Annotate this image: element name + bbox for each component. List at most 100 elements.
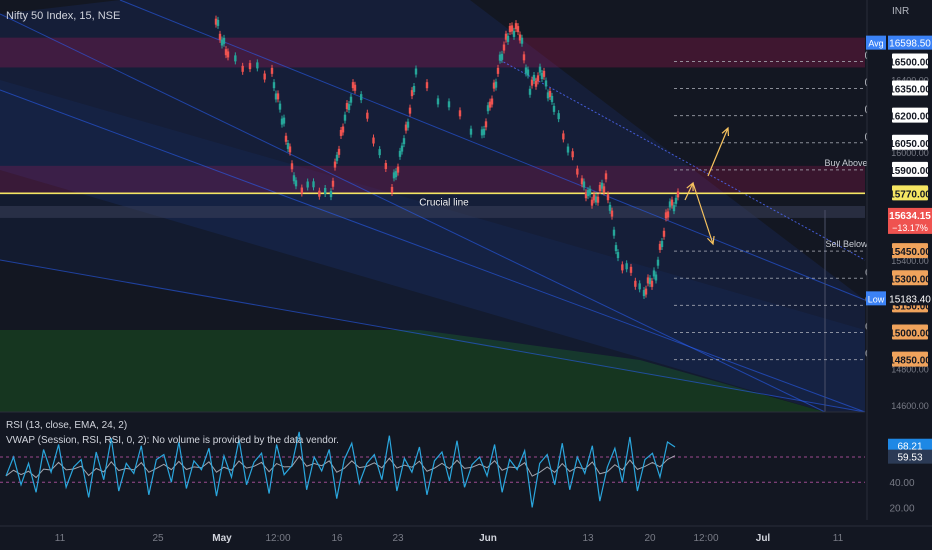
- x-tick-label: 25: [152, 533, 164, 544]
- candle: [410, 90, 414, 97]
- candle: [390, 186, 394, 193]
- candle: [524, 67, 528, 74]
- candle: [414, 68, 418, 75]
- avg-label: Avg: [868, 39, 883, 49]
- median-dotted: [499, 59, 866, 261]
- candle: [621, 264, 624, 271]
- candle: [518, 34, 522, 41]
- candle: [576, 168, 579, 175]
- candle: [214, 18, 218, 25]
- candle: [294, 180, 298, 187]
- arrow-up-2: [707, 127, 729, 177]
- badge-low: 15183.40: [889, 294, 931, 305]
- candle: [602, 186, 606, 193]
- rsi-line: [5, 431, 676, 508]
- arrow-down: [692, 182, 714, 245]
- candle: [532, 74, 536, 81]
- candle: [500, 53, 504, 60]
- candle: [612, 229, 616, 236]
- candle: [510, 25, 514, 32]
- candle: [540, 73, 544, 80]
- channel-fill-lower: [0, 80, 865, 412]
- candle: [676, 191, 680, 198]
- candle: [284, 135, 288, 142]
- candle: [674, 197, 678, 204]
- candle: [522, 54, 526, 61]
- candle: [404, 124, 408, 131]
- candle: [604, 173, 608, 180]
- candle: [526, 69, 530, 76]
- candle: [668, 201, 672, 208]
- green-zone: [0, 330, 825, 412]
- candle: [596, 196, 600, 203]
- x-tick-label: 23: [392, 533, 404, 544]
- candle: [234, 55, 237, 62]
- candle: [548, 90, 552, 97]
- candle: [394, 171, 398, 178]
- badge-16350: 16350.00: [889, 85, 931, 96]
- candle: [276, 93, 280, 100]
- currency-label: INR: [892, 6, 910, 17]
- candle: [504, 33, 508, 40]
- badge-rsi: 68.21: [897, 442, 922, 453]
- candle: [580, 178, 584, 185]
- candle: [280, 118, 284, 125]
- candle: [226, 51, 230, 58]
- candle: [220, 39, 224, 46]
- candle: [345, 103, 349, 110]
- badge-16500-bg: [892, 53, 928, 69]
- badge-change: −13.17%: [892, 223, 928, 233]
- candle: [425, 82, 429, 89]
- pink-band-mid: [0, 165, 865, 194]
- candle: [634, 280, 637, 287]
- candle: [306, 181, 309, 188]
- x-tick-label: 13: [582, 533, 594, 544]
- badge-rsi-bg: [888, 438, 932, 453]
- candle: [528, 88, 532, 95]
- candle: [278, 103, 282, 110]
- candle: [552, 105, 556, 112]
- candle: [516, 26, 520, 33]
- x-tick-label: 11: [833, 533, 844, 544]
- badge-16050-bg: [892, 134, 928, 150]
- badge-15000-bg: [892, 324, 928, 340]
- badge-15770-bg: [892, 185, 928, 201]
- candle: [349, 96, 353, 103]
- x-tick-label: 12:00: [693, 533, 718, 544]
- candle: [341, 126, 345, 133]
- candle: [329, 191, 333, 198]
- candle: [660, 241, 664, 248]
- badge-16500: 16500.00: [889, 57, 931, 68]
- candle: [530, 79, 534, 86]
- candle: [218, 33, 222, 40]
- candle: [436, 98, 440, 105]
- candle: [288, 146, 292, 153]
- candle: [392, 172, 396, 179]
- candle: [333, 161, 337, 168]
- candle: [625, 263, 628, 270]
- rsi-ema-line: [5, 455, 676, 479]
- candle: [224, 49, 228, 56]
- badge-15900: 15900.00: [889, 166, 931, 177]
- badge-16200-bg: [892, 107, 928, 123]
- candle: [562, 133, 565, 140]
- rsi-legend: RSI (13, close, EMA, 24, 2): [6, 420, 128, 431]
- x-tick-label: 20: [644, 533, 656, 544]
- candle: [458, 110, 462, 117]
- candle: [335, 154, 339, 161]
- candle: [544, 80, 548, 87]
- candle: [662, 230, 666, 237]
- avg-label-bg: [866, 35, 886, 50]
- candle: [241, 65, 244, 72]
- candle: [512, 30, 516, 37]
- crucial-line-label: Crucial line: [419, 197, 469, 208]
- candle: [514, 23, 518, 30]
- candle: [469, 128, 473, 135]
- x-tick-label: 12:00: [265, 533, 290, 544]
- candle: [566, 146, 570, 153]
- candle: [592, 194, 596, 201]
- candle: [490, 98, 494, 105]
- candle: [546, 92, 550, 99]
